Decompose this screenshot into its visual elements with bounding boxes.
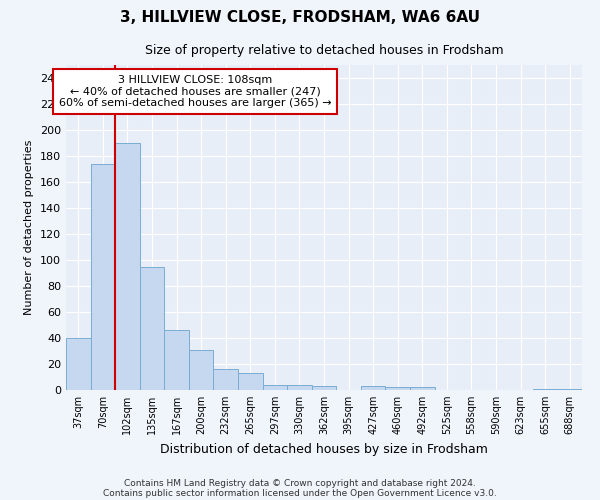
Text: 3 HILLVIEW CLOSE: 108sqm
← 40% of detached houses are smaller (247)
60% of semi-: 3 HILLVIEW CLOSE: 108sqm ← 40% of detach… (59, 74, 331, 108)
Bar (533, 388, 557, 390)
Bar (410, 388, 434, 390)
Text: 3, HILLVIEW CLOSE, FRODSHAM, WA6 6AU: 3, HILLVIEW CLOSE, FRODSHAM, WA6 6AU (120, 10, 480, 25)
Bar (557, 388, 582, 390)
Bar (164, 330, 189, 390)
Text: Contains HM Land Registry data © Crown copyright and database right 2024.: Contains HM Land Registry data © Crown c… (124, 478, 476, 488)
Text: Contains public sector information licensed under the Open Government Licence v3: Contains public sector information licen… (103, 488, 497, 498)
Bar (189, 350, 214, 390)
X-axis label: Distribution of detached houses by size in Frodsham: Distribution of detached houses by size … (160, 442, 488, 456)
Bar (214, 369, 238, 390)
Bar (312, 386, 336, 390)
Bar (238, 373, 263, 390)
Bar (287, 385, 312, 390)
Bar (263, 385, 287, 390)
Bar (140, 266, 164, 390)
Y-axis label: Number of detached properties: Number of detached properties (25, 140, 34, 315)
Bar (115, 143, 140, 390)
Bar (385, 388, 410, 390)
Bar (66, 338, 91, 390)
Title: Size of property relative to detached houses in Frodsham: Size of property relative to detached ho… (145, 44, 503, 57)
Bar (361, 386, 385, 390)
Bar (91, 164, 115, 390)
